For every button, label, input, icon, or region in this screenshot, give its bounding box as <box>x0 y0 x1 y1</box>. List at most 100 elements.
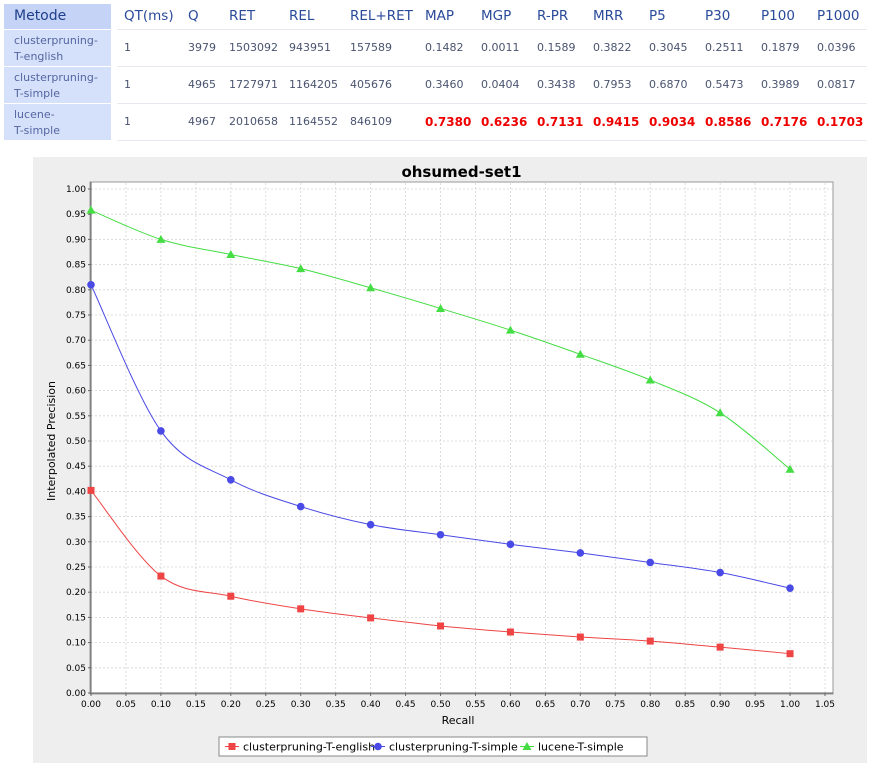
data-point <box>297 605 305 613</box>
y-tick-label: 0.50 <box>66 437 86 447</box>
x-tick-label: 0.25 <box>256 700 276 710</box>
table-cell: 0.9415 <box>593 115 640 129</box>
legend-item: clusterpruning-T-english <box>225 741 375 754</box>
data-point <box>575 349 585 358</box>
column-header-qt-ms[interactable]: QT(ms) <box>124 8 174 24</box>
column-header-p1000[interactable]: P1000 <box>817 8 860 24</box>
data-point <box>785 464 795 473</box>
table-cell: 0.7176 <box>761 115 808 129</box>
y-tick-label: 0.40 <box>66 487 86 497</box>
grid-lines <box>91 183 832 693</box>
y-tick-label: 1.00 <box>66 185 86 195</box>
x-tick-label: 1.00 <box>780 700 800 710</box>
data-point <box>576 549 585 557</box>
y-tick-label: 0.95 <box>66 210 86 220</box>
legend-marker <box>228 743 236 750</box>
legend-marker <box>374 742 382 751</box>
x-tick-label: 0.35 <box>326 700 346 710</box>
legend-item: lucene-T-simple <box>520 741 624 754</box>
y-tick-label: 0.85 <box>66 261 86 271</box>
x-tick-label: 0.60 <box>500 700 520 710</box>
table-cell: 157589 <box>350 41 392 54</box>
column-header-q[interactable]: Q <box>188 8 199 24</box>
column-header-rel-ret[interactable]: REL+RET <box>350 8 413 24</box>
x-tick-label: 0.80 <box>640 700 660 710</box>
table-cell: 0.7131 <box>537 115 584 129</box>
table-cell: 3979 <box>188 41 216 54</box>
legend-label: clusterpruning-T-simple <box>389 741 518 754</box>
legend-box <box>218 736 648 757</box>
data-point <box>436 530 445 539</box>
x-tick-label: 0.55 <box>465 700 485 710</box>
table-cell: 4967 <box>188 115 216 128</box>
column-header-map[interactable]: MAP <box>425 8 455 24</box>
table-cell: 0.8586 <box>705 115 752 129</box>
row-divider <box>117 103 867 104</box>
data-point <box>786 584 794 592</box>
column-header-p30[interactable]: P30 <box>705 8 731 24</box>
y-tick-label: 0.15 <box>66 613 86 623</box>
data-point <box>87 280 95 289</box>
method-cell[interactable]: clusterpruning- T-english <box>4 30 111 66</box>
x-tick-label: 0.15 <box>186 700 206 710</box>
y-tick-label: 0.80 <box>66 286 86 296</box>
table-cell: 0.0396 <box>817 41 856 54</box>
x-tick-label: 0.20 <box>221 700 241 710</box>
method-name-line: T-english <box>14 50 64 63</box>
method-cell[interactable]: clusterpruning- T-simple <box>4 67 111 103</box>
column-header-rel[interactable]: REL <box>289 8 315 24</box>
series-layer <box>86 205 795 658</box>
data-point <box>716 568 724 577</box>
y-tick-label: 0.45 <box>66 462 86 472</box>
legend-marker <box>522 742 532 750</box>
column-header-p100[interactable]: P100 <box>761 8 795 24</box>
column-header-p5[interactable]: P5 <box>649 8 666 24</box>
method-name-line: T-simple <box>14 124 60 137</box>
y-tick-label: 0.05 <box>66 664 86 674</box>
y-axis-label: Interpolated Precision <box>45 381 58 501</box>
y-tick-label: 0.00 <box>66 689 86 699</box>
table-cell: 1164552 <box>289 115 338 128</box>
data-point <box>505 325 515 334</box>
table-cell: 0.0011 <box>481 41 520 54</box>
column-header-r-pr[interactable]: R-PR <box>537 8 569 24</box>
data-point <box>87 486 95 494</box>
data-point <box>157 572 165 580</box>
data-point <box>786 650 794 658</box>
y-tick-label: 0.55 <box>66 412 86 422</box>
data-point <box>645 375 655 384</box>
column-header-mrr[interactable]: MRR <box>593 8 624 24</box>
table-cell: 405676 <box>350 78 392 91</box>
table-cell: 0.7380 <box>425 115 472 129</box>
plot-area <box>89 181 834 695</box>
table-cell: 0.0817 <box>817 78 856 91</box>
data-point <box>715 408 725 417</box>
column-header-ret[interactable]: RET <box>229 8 256 24</box>
chart-title: ohsumed-set1 <box>401 163 521 181</box>
data-point <box>576 633 584 641</box>
x-tick-label: 0.85 <box>675 700 695 710</box>
x-tick-label: 0.00 <box>81 700 101 710</box>
method-cell[interactable]: lucene- T-simple <box>4 104 111 140</box>
data-point <box>716 643 724 651</box>
table-cell: 1727971 <box>229 78 278 91</box>
data-point <box>227 592 235 600</box>
column-header-mgp[interactable]: MGP <box>481 8 512 24</box>
row-divider <box>117 66 867 67</box>
table-cell: 1164205 <box>289 78 338 91</box>
legend-item: clusterpruning-T-simple <box>371 741 518 754</box>
method-name-line: T-simple <box>14 87 60 100</box>
legend-label: clusterpruning-T-english <box>243 741 375 754</box>
method-name-line: clusterpruning- <box>14 71 98 84</box>
y-tick-label: 0.65 <box>66 361 86 371</box>
x-tick-label: 0.70 <box>570 700 590 710</box>
table-cell: 4965 <box>188 78 216 91</box>
table-cell: 0.3989 <box>761 78 800 91</box>
x-tick-label: 0.30 <box>291 700 311 710</box>
y-tick-label: 0.20 <box>66 588 86 598</box>
table-cell: 0.5473 <box>705 78 744 91</box>
series-clusterpruning-t-simple <box>87 280 794 592</box>
data-point <box>156 234 166 243</box>
series-clusterpruning-t-english <box>87 486 794 658</box>
method-column-header[interactable]: Metode <box>4 4 111 29</box>
